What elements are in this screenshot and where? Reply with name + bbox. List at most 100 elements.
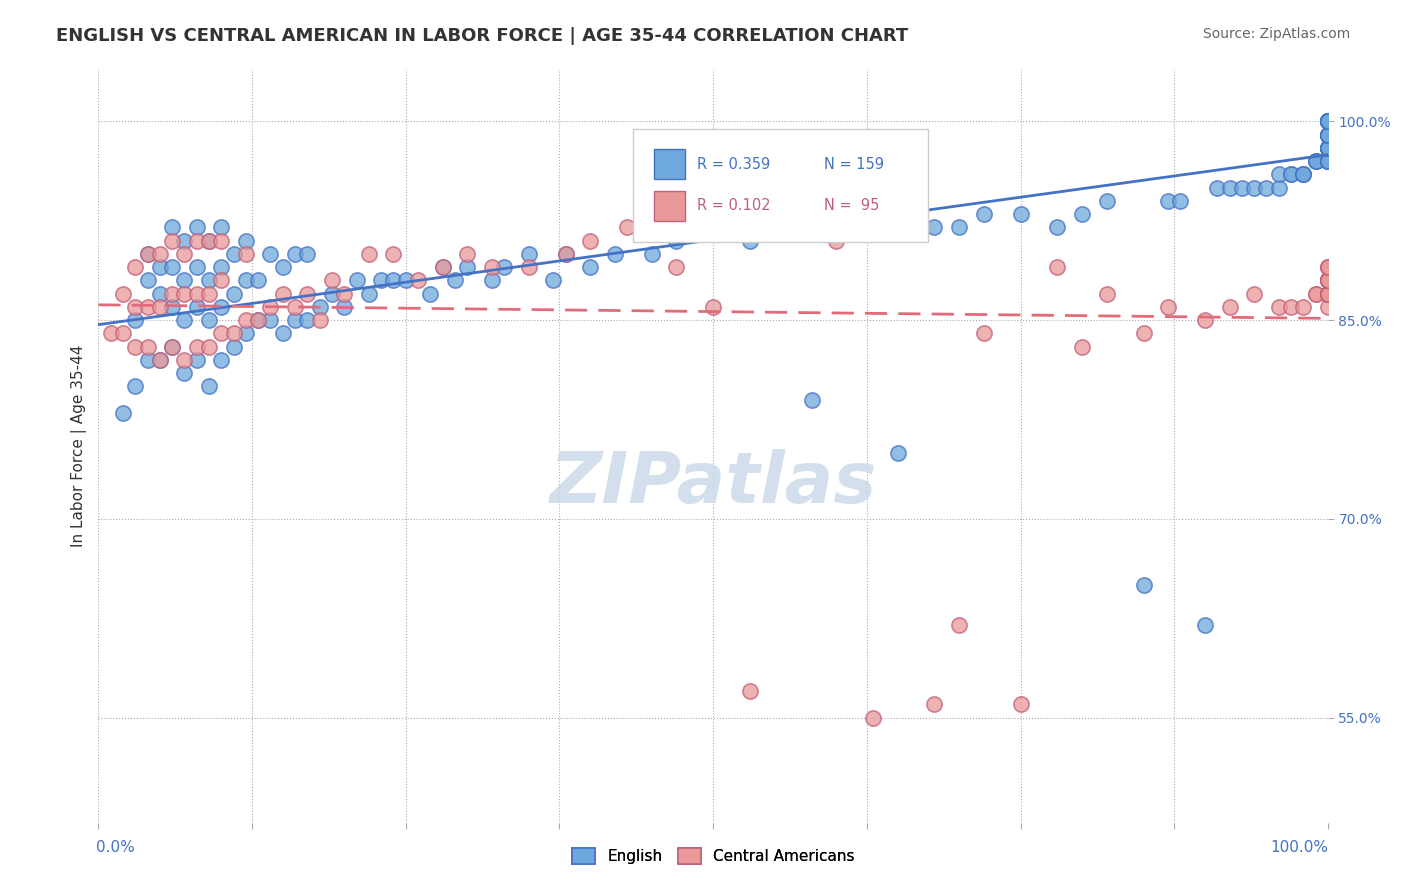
Point — [1243, 286, 1265, 301]
Point — [370, 273, 392, 287]
Point — [1071, 340, 1094, 354]
Point — [1219, 180, 1241, 194]
Point — [198, 273, 221, 287]
Point — [124, 300, 146, 314]
Point — [1316, 128, 1339, 142]
Point — [160, 286, 183, 301]
Point — [1316, 114, 1339, 128]
Point — [1316, 114, 1339, 128]
Point — [149, 286, 172, 301]
Point — [235, 313, 257, 327]
Point — [1316, 114, 1339, 128]
Point — [1316, 286, 1339, 301]
Point — [1132, 326, 1154, 341]
Point — [173, 234, 195, 248]
Point — [1157, 194, 1180, 208]
Point — [149, 300, 172, 314]
Point — [136, 247, 159, 261]
Point — [235, 326, 257, 341]
Point — [222, 326, 245, 341]
Point — [1316, 114, 1339, 128]
Point — [136, 300, 159, 314]
FancyBboxPatch shape — [654, 149, 685, 179]
Point — [297, 247, 319, 261]
Text: Source: ZipAtlas.com: Source: ZipAtlas.com — [1202, 27, 1350, 41]
Point — [973, 326, 995, 341]
Point — [494, 260, 516, 275]
Point — [517, 247, 540, 261]
Text: ENGLISH VS CENTRAL AMERICAN IN LABOR FORCE | AGE 35-44 CORRELATION CHART: ENGLISH VS CENTRAL AMERICAN IN LABOR FOR… — [56, 27, 908, 45]
Point — [1316, 286, 1339, 301]
Point — [357, 286, 380, 301]
Point — [1268, 180, 1291, 194]
Point — [198, 313, 221, 327]
Point — [1170, 194, 1192, 208]
Point — [1132, 578, 1154, 592]
Point — [136, 273, 159, 287]
Point — [579, 234, 602, 248]
Point — [186, 234, 208, 248]
Point — [149, 352, 172, 367]
Point — [1316, 128, 1339, 142]
Point — [100, 326, 122, 341]
Point — [284, 300, 307, 314]
Point — [1316, 273, 1339, 287]
Point — [247, 313, 270, 327]
Point — [432, 260, 454, 275]
Point — [456, 247, 478, 261]
Point — [1046, 260, 1069, 275]
Point — [1316, 114, 1339, 128]
Point — [382, 273, 405, 287]
Point — [1316, 273, 1339, 287]
Text: N =  95: N = 95 — [824, 198, 879, 213]
Point — [124, 313, 146, 327]
Point — [1268, 300, 1291, 314]
Point — [1316, 273, 1339, 287]
Point — [1316, 141, 1339, 155]
Point — [1316, 141, 1339, 155]
Point — [1316, 114, 1339, 128]
Point — [186, 340, 208, 354]
Point — [763, 220, 786, 235]
Point — [517, 260, 540, 275]
Point — [308, 300, 330, 314]
Point — [136, 352, 159, 367]
Point — [1316, 286, 1339, 301]
Point — [198, 379, 221, 393]
Point — [1279, 168, 1302, 182]
Point — [1316, 273, 1339, 287]
Point — [1292, 168, 1315, 182]
Point — [160, 220, 183, 235]
Point — [1206, 180, 1229, 194]
Point — [333, 286, 356, 301]
Point — [186, 260, 208, 275]
Point — [1316, 114, 1339, 128]
Point — [222, 286, 245, 301]
Point — [124, 340, 146, 354]
Point — [1316, 273, 1339, 287]
Point — [198, 286, 221, 301]
Point — [222, 340, 245, 354]
Point — [1316, 114, 1339, 128]
Point — [948, 220, 970, 235]
Point — [1316, 114, 1339, 128]
Point — [136, 247, 159, 261]
Point — [259, 313, 281, 327]
Point — [579, 260, 602, 275]
Point — [321, 273, 343, 287]
Point — [456, 260, 478, 275]
Point — [702, 300, 724, 314]
Point — [1292, 168, 1315, 182]
Point — [1316, 273, 1339, 287]
Point — [1316, 114, 1339, 128]
Point — [395, 273, 418, 287]
Point — [209, 326, 232, 341]
Point — [247, 313, 270, 327]
Point — [271, 260, 294, 275]
Point — [1316, 286, 1339, 301]
Point — [1316, 114, 1339, 128]
Point — [186, 300, 208, 314]
Point — [1305, 154, 1327, 169]
Point — [1268, 168, 1291, 182]
Point — [419, 286, 441, 301]
